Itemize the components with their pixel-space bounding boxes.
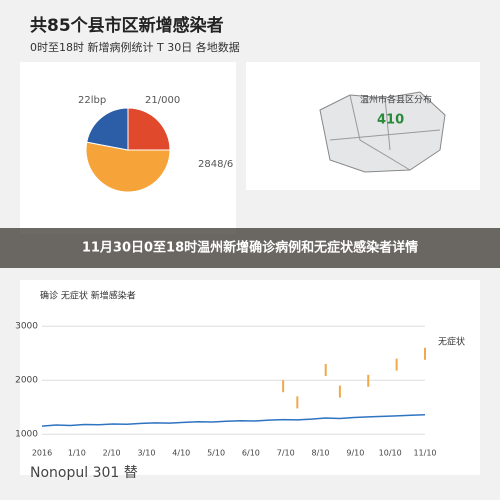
x-tick-label: 6/10 xyxy=(242,449,260,458)
x-tick-label: 8/10 xyxy=(312,449,330,458)
x-tick-label: 1/10 xyxy=(68,449,86,458)
map-borders xyxy=(329,94,441,171)
x-tick-label: 7/10 xyxy=(277,449,295,458)
x-tick-label: 11/10 xyxy=(413,449,436,458)
map-caption: 温州市各县区分布 xyxy=(360,94,432,106)
x-tick-label: 10/10 xyxy=(379,449,402,458)
y-tick-label: 3000 xyxy=(15,322,38,332)
x-tick-label: 9/10 xyxy=(346,449,364,458)
chart-card xyxy=(20,280,480,475)
x-tick-label: 2/10 xyxy=(103,449,121,458)
pie-label: 2848/6 xyxy=(198,159,233,170)
line xyxy=(41,414,426,427)
map-shape xyxy=(319,91,446,173)
y-tick-label: 2000 xyxy=(15,376,38,386)
banner-title: 11月30日0至18时温州新增确诊病例和无症状感染者详情 xyxy=(82,240,418,256)
y-tick-label: 1000 xyxy=(15,430,38,440)
footer: Nonopul 301 替 xyxy=(30,465,138,481)
header-title: 共85个县市区新增感染者 xyxy=(30,15,224,36)
pie-label: 21/000 xyxy=(145,95,180,106)
pie-slice xyxy=(127,107,171,151)
pie-slice xyxy=(85,141,171,193)
header-subtitle: 0时至18时 新增病例统计 T 30日 各地数据 xyxy=(30,40,240,54)
pie-label: 22lbp xyxy=(78,95,106,106)
x-tick-label: 2016 xyxy=(32,449,52,458)
x-tick-label: 5/10 xyxy=(207,449,225,458)
right-label: 无症状 xyxy=(438,336,465,348)
legend: 确诊 无症状 新增感染者 xyxy=(40,290,136,302)
pie-slice xyxy=(86,107,129,151)
banner xyxy=(0,228,500,268)
x-tick-label: 4/10 xyxy=(172,449,190,458)
map-value: 410 xyxy=(377,113,404,128)
x-tick-label: 3/10 xyxy=(137,449,155,458)
